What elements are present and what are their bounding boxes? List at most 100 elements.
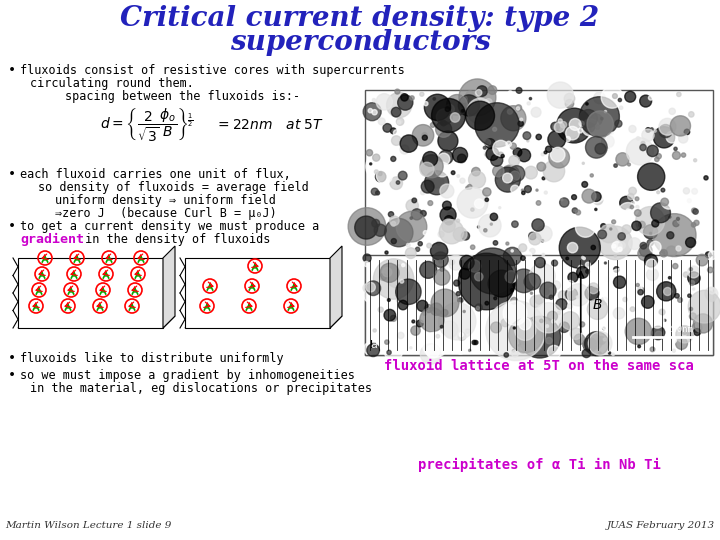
Circle shape (436, 241, 441, 245)
Circle shape (585, 269, 590, 273)
Circle shape (554, 122, 564, 132)
Circle shape (661, 188, 665, 192)
Circle shape (633, 208, 638, 214)
Circle shape (390, 216, 399, 226)
Circle shape (452, 147, 467, 163)
Circle shape (664, 287, 672, 295)
Circle shape (505, 272, 513, 280)
Circle shape (397, 118, 404, 125)
Circle shape (636, 137, 640, 140)
Circle shape (535, 258, 545, 268)
Circle shape (690, 268, 693, 271)
Circle shape (494, 297, 497, 300)
Circle shape (397, 332, 404, 339)
Circle shape (391, 221, 396, 226)
Circle shape (496, 177, 498, 179)
Circle shape (501, 319, 509, 327)
Circle shape (657, 191, 660, 194)
Circle shape (375, 172, 386, 182)
Circle shape (531, 107, 541, 117)
Circle shape (585, 123, 595, 132)
Circle shape (363, 103, 381, 121)
Circle shape (460, 178, 465, 183)
Circle shape (583, 338, 596, 352)
Circle shape (618, 247, 622, 252)
Circle shape (642, 129, 654, 141)
Circle shape (411, 326, 420, 335)
Circle shape (476, 90, 482, 96)
Text: JUAS February 2013: JUAS February 2013 (607, 521, 715, 530)
Circle shape (493, 241, 498, 245)
Circle shape (635, 197, 639, 201)
Circle shape (490, 213, 498, 220)
Circle shape (638, 345, 641, 348)
Circle shape (485, 198, 488, 201)
Circle shape (683, 188, 690, 194)
Circle shape (559, 198, 569, 207)
Circle shape (595, 125, 600, 130)
Circle shape (653, 214, 696, 256)
Circle shape (438, 153, 450, 165)
Circle shape (524, 318, 532, 326)
Circle shape (696, 254, 708, 266)
Circle shape (640, 242, 647, 249)
Circle shape (402, 264, 405, 267)
Circle shape (511, 249, 513, 252)
Circle shape (457, 154, 466, 163)
Circle shape (706, 252, 711, 258)
Circle shape (456, 345, 465, 354)
Circle shape (567, 304, 572, 309)
Circle shape (582, 189, 596, 203)
Text: •: • (8, 369, 16, 382)
Circle shape (696, 319, 708, 332)
Circle shape (355, 216, 378, 239)
Circle shape (566, 126, 580, 140)
Circle shape (567, 242, 577, 253)
Circle shape (457, 187, 488, 218)
Circle shape (413, 125, 433, 146)
Circle shape (477, 306, 480, 309)
Circle shape (628, 163, 631, 166)
Circle shape (592, 192, 601, 201)
Circle shape (486, 301, 546, 361)
Circle shape (577, 266, 588, 278)
Circle shape (487, 107, 490, 110)
Circle shape (420, 261, 436, 278)
Text: to get a current density we must produce a: to get a current density we must produce… (20, 220, 319, 233)
Circle shape (652, 220, 659, 227)
Circle shape (376, 93, 392, 110)
Circle shape (549, 147, 570, 168)
Circle shape (543, 160, 564, 182)
Circle shape (396, 211, 427, 242)
Circle shape (579, 121, 584, 126)
Circle shape (676, 326, 693, 343)
Circle shape (510, 171, 520, 181)
Circle shape (625, 318, 652, 345)
Text: circulating round them.: circulating round them. (30, 77, 194, 90)
Circle shape (678, 295, 680, 297)
Circle shape (557, 311, 560, 314)
Circle shape (565, 216, 567, 218)
Text: fluxoids consist of resistive cores with supercurrents: fluxoids consist of resistive cores with… (20, 64, 405, 77)
Circle shape (363, 254, 371, 262)
Circle shape (662, 284, 667, 288)
Circle shape (612, 220, 616, 224)
Circle shape (702, 152, 711, 160)
Circle shape (532, 136, 534, 138)
Circle shape (431, 174, 444, 188)
Circle shape (369, 106, 380, 117)
Circle shape (584, 339, 597, 352)
Circle shape (693, 328, 701, 335)
Circle shape (518, 121, 523, 126)
Circle shape (688, 112, 694, 117)
Circle shape (640, 144, 647, 151)
Circle shape (424, 94, 451, 120)
Text: (because Curl B = μ₀J): (because Curl B = μ₀J) (120, 207, 276, 220)
Circle shape (509, 166, 525, 181)
Circle shape (537, 163, 546, 171)
Circle shape (595, 144, 606, 154)
Circle shape (544, 191, 547, 194)
Circle shape (551, 122, 559, 131)
Circle shape (618, 98, 621, 102)
Circle shape (552, 260, 557, 266)
